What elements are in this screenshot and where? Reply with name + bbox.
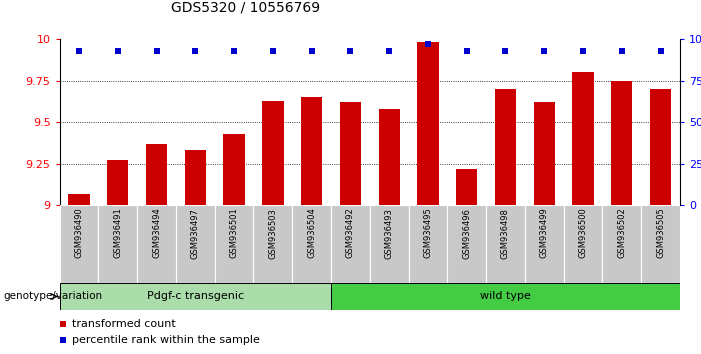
Text: Pdgf-c transgenic: Pdgf-c transgenic	[147, 291, 244, 302]
Bar	[60, 283, 331, 310]
Bar	[137, 205, 176, 283]
Text: GSM936496: GSM936496	[462, 208, 471, 258]
Bar	[262, 101, 283, 205]
Bar	[447, 205, 486, 283]
Text: percentile rank within the sample: percentile rank within the sample	[72, 335, 260, 345]
Text: GSM936492: GSM936492	[346, 208, 355, 258]
Text: genotype/variation: genotype/variation	[4, 291, 102, 302]
Text: GSM936505: GSM936505	[656, 208, 665, 258]
Bar	[107, 160, 128, 205]
Bar	[301, 97, 322, 205]
Text: GSM936498: GSM936498	[501, 208, 510, 258]
Text: GSM936494: GSM936494	[152, 208, 161, 258]
Bar	[641, 205, 680, 283]
Bar	[495, 89, 516, 205]
Text: GSM936491: GSM936491	[114, 208, 122, 258]
Text: GSM936500: GSM936500	[578, 208, 587, 258]
Text: GSM936493: GSM936493	[385, 208, 394, 258]
Bar	[602, 205, 641, 283]
Bar	[409, 205, 447, 283]
Text: GSM936504: GSM936504	[307, 208, 316, 258]
Bar	[379, 109, 400, 205]
Bar	[331, 205, 370, 283]
Bar	[98, 205, 137, 283]
Text: wild type: wild type	[480, 291, 531, 302]
Bar	[254, 205, 292, 283]
Bar	[370, 205, 409, 283]
Bar	[564, 205, 602, 283]
Bar	[224, 134, 245, 205]
Bar	[611, 80, 632, 205]
Text: GSM936501: GSM936501	[229, 208, 238, 258]
Text: transformed count: transformed count	[72, 319, 176, 329]
Bar	[184, 150, 206, 205]
Bar	[573, 72, 594, 205]
Bar	[486, 205, 525, 283]
Bar	[60, 205, 98, 283]
Text: GDS5320 / 10556769: GDS5320 / 10556769	[171, 0, 320, 14]
Bar	[68, 194, 90, 205]
Bar	[650, 89, 672, 205]
Bar	[417, 42, 439, 205]
Bar	[331, 283, 680, 310]
Text: GSM936503: GSM936503	[268, 208, 278, 258]
Bar	[525, 205, 564, 283]
Bar	[340, 102, 361, 205]
Bar	[215, 205, 254, 283]
Text: GSM936497: GSM936497	[191, 208, 200, 258]
Text: GSM936499: GSM936499	[540, 208, 549, 258]
Text: GSM936495: GSM936495	[423, 208, 433, 258]
Bar	[456, 169, 477, 205]
Bar	[292, 205, 331, 283]
Text: GSM936490: GSM936490	[74, 208, 83, 258]
Text: GSM936502: GSM936502	[618, 208, 626, 258]
Bar	[146, 144, 167, 205]
Bar	[176, 205, 215, 283]
Bar	[533, 102, 555, 205]
